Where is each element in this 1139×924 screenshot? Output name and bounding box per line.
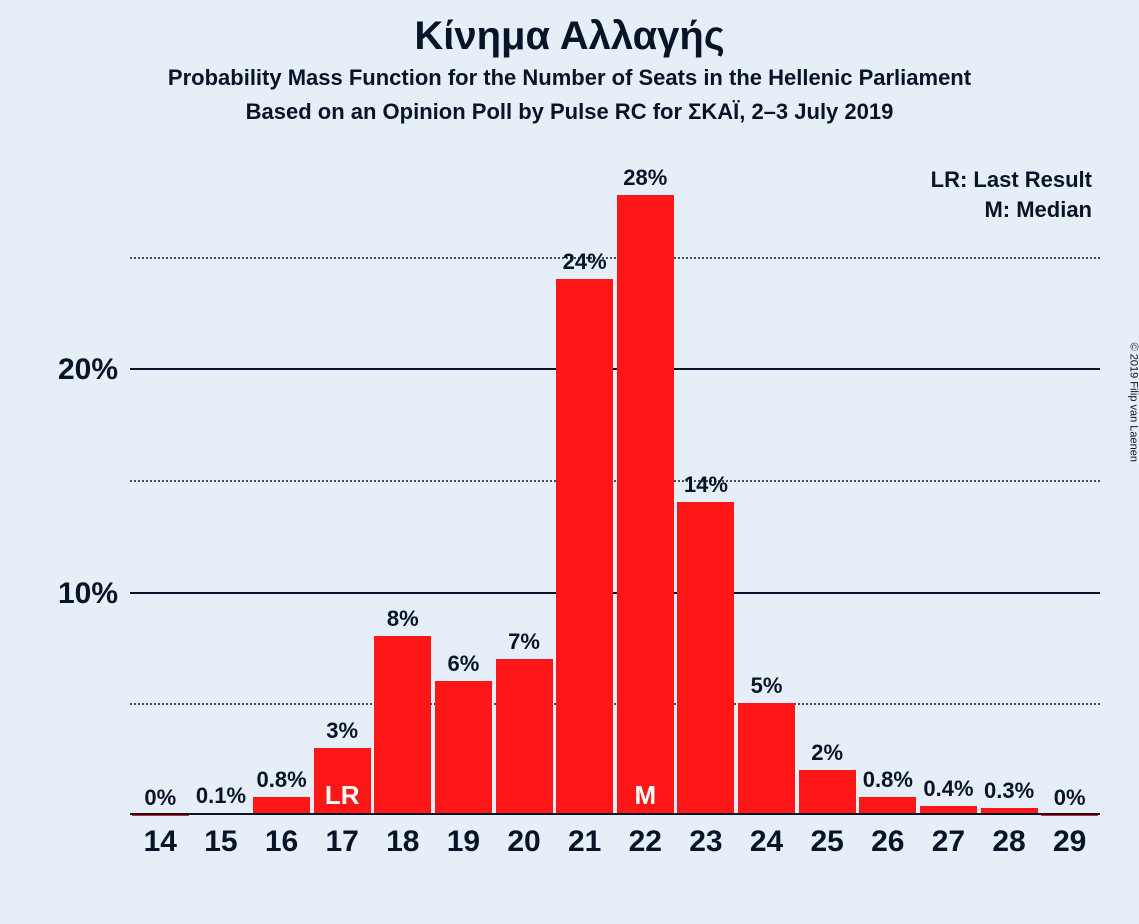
x-axis-label: 28 xyxy=(992,825,1025,859)
bar: LR xyxy=(314,748,371,815)
title-block: Κίνημα Αλλαγής Probability Mass Function… xyxy=(0,0,1139,125)
y-axis-label: 20% xyxy=(58,353,130,387)
bar-value-label: 28% xyxy=(623,165,667,191)
x-axis-label: 26 xyxy=(871,825,904,859)
bar-slot: 0.8%26 xyxy=(858,165,919,815)
bar xyxy=(738,703,795,815)
bar-value-label: 7% xyxy=(508,629,540,655)
x-axis-label: 25 xyxy=(811,825,844,859)
bar-slot: 6%19 xyxy=(433,165,494,815)
chart-title: Κίνημα Αλλαγής xyxy=(0,14,1139,59)
bar-value-label: 14% xyxy=(684,472,728,498)
x-axis-label: 19 xyxy=(447,825,480,859)
x-axis-baseline xyxy=(130,813,1100,815)
bar-slot: 7%20 xyxy=(494,165,555,815)
bar-slot: 0%14 xyxy=(130,165,191,815)
bar-value-label: 6% xyxy=(448,651,480,677)
bar xyxy=(435,681,492,815)
y-axis-label: 10% xyxy=(58,577,130,611)
x-axis-label: 17 xyxy=(326,825,359,859)
x-axis-label: 21 xyxy=(568,825,601,859)
bar-value-label: 0.3% xyxy=(984,778,1034,804)
bar xyxy=(496,659,553,815)
bar-slot: 0%29 xyxy=(1039,165,1100,815)
bar-slot: 5%24 xyxy=(736,165,797,815)
bar xyxy=(556,279,613,815)
bar-slot: 24%21 xyxy=(554,165,615,815)
bar-value-label: 3% xyxy=(326,718,358,744)
x-axis-label: 18 xyxy=(386,825,419,859)
bar-value-label: 0% xyxy=(144,785,176,811)
bar: M xyxy=(617,195,674,815)
bar-slot: 3%LR17 xyxy=(312,165,373,815)
bar-value-label: 2% xyxy=(811,740,843,766)
copyright-notice: © 2019 Filip van Laenen xyxy=(1127,343,1139,462)
bar-value-label: 0.4% xyxy=(923,776,973,802)
bar xyxy=(799,770,856,815)
bar-slot: 0.4%27 xyxy=(918,165,979,815)
chart-container: Κίνημα Αλλαγής Probability Mass Function… xyxy=(0,0,1139,924)
x-axis-label: 29 xyxy=(1053,825,1086,859)
bar-slot: 0.1%15 xyxy=(191,165,252,815)
bar-value-label: 0.8% xyxy=(863,767,913,793)
bar-value-label: 5% xyxy=(751,673,783,699)
bar xyxy=(677,502,734,815)
bar xyxy=(374,636,431,815)
x-axis-label: 22 xyxy=(629,825,662,859)
x-axis-label: 23 xyxy=(689,825,722,859)
bar-value-label: 0.1% xyxy=(196,783,246,809)
bar-slot: 14%23 xyxy=(676,165,737,815)
bar-value-label: 0.8% xyxy=(256,767,306,793)
chart-subtitle-1: Probability Mass Function for the Number… xyxy=(0,65,1139,91)
x-axis-label: 27 xyxy=(932,825,965,859)
bar-value-label: 24% xyxy=(563,249,607,275)
bars-group: 0%140.1%150.8%163%LR178%186%197%2024%212… xyxy=(130,165,1100,815)
marker-median: M xyxy=(634,780,656,811)
bar-slot: 0.8%16 xyxy=(251,165,312,815)
x-axis-label: 16 xyxy=(265,825,298,859)
bar-slot: 0.3%28 xyxy=(979,165,1040,815)
bar-slot: 28%M22 xyxy=(615,165,676,815)
marker-last-result: LR xyxy=(325,780,360,811)
bar-value-label: 8% xyxy=(387,606,419,632)
x-axis-label: 20 xyxy=(507,825,540,859)
x-axis-label: 24 xyxy=(750,825,783,859)
plot-area: LR: Last Result M: Median 10%20% 0%140.1… xyxy=(130,165,1100,815)
chart-subtitle-2: Based on an Opinion Poll by Pulse RC for… xyxy=(0,99,1139,125)
x-axis-label: 15 xyxy=(204,825,237,859)
bar-slot: 2%25 xyxy=(797,165,858,815)
x-axis-label: 14 xyxy=(144,825,177,859)
bar-value-label: 0% xyxy=(1054,785,1086,811)
bar-slot: 8%18 xyxy=(373,165,434,815)
